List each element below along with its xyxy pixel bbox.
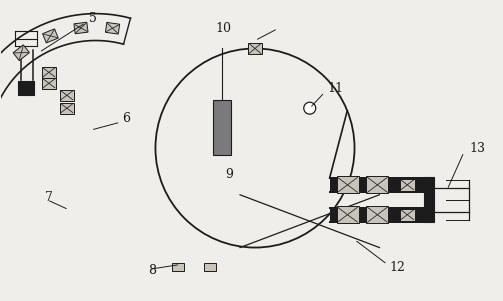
Polygon shape	[248, 42, 262, 54]
Polygon shape	[329, 178, 424, 192]
Polygon shape	[42, 67, 56, 78]
Polygon shape	[337, 176, 359, 193]
Polygon shape	[13, 45, 30, 61]
Circle shape	[304, 102, 316, 114]
Text: 5: 5	[89, 12, 97, 25]
Polygon shape	[42, 78, 56, 89]
Polygon shape	[213, 100, 231, 155]
Polygon shape	[367, 206, 388, 223]
Polygon shape	[0, 76, 1, 92]
Polygon shape	[400, 179, 415, 191]
Polygon shape	[43, 29, 58, 43]
Text: 12: 12	[389, 261, 405, 274]
Polygon shape	[337, 206, 359, 223]
Polygon shape	[424, 177, 434, 222]
Polygon shape	[367, 176, 388, 193]
Text: 11: 11	[327, 82, 344, 95]
Text: 10: 10	[215, 22, 231, 35]
Polygon shape	[18, 81, 34, 95]
Polygon shape	[60, 90, 74, 101]
Text: 9: 9	[225, 168, 233, 182]
Text: 13: 13	[469, 141, 485, 154]
Text: 7: 7	[45, 191, 53, 204]
Polygon shape	[173, 263, 184, 272]
Polygon shape	[400, 209, 415, 221]
Polygon shape	[74, 22, 88, 34]
Polygon shape	[60, 103, 74, 114]
Text: 6: 6	[123, 112, 131, 125]
Polygon shape	[204, 263, 216, 272]
Text: 8: 8	[148, 264, 156, 277]
Polygon shape	[329, 208, 424, 222]
Polygon shape	[106, 22, 120, 34]
